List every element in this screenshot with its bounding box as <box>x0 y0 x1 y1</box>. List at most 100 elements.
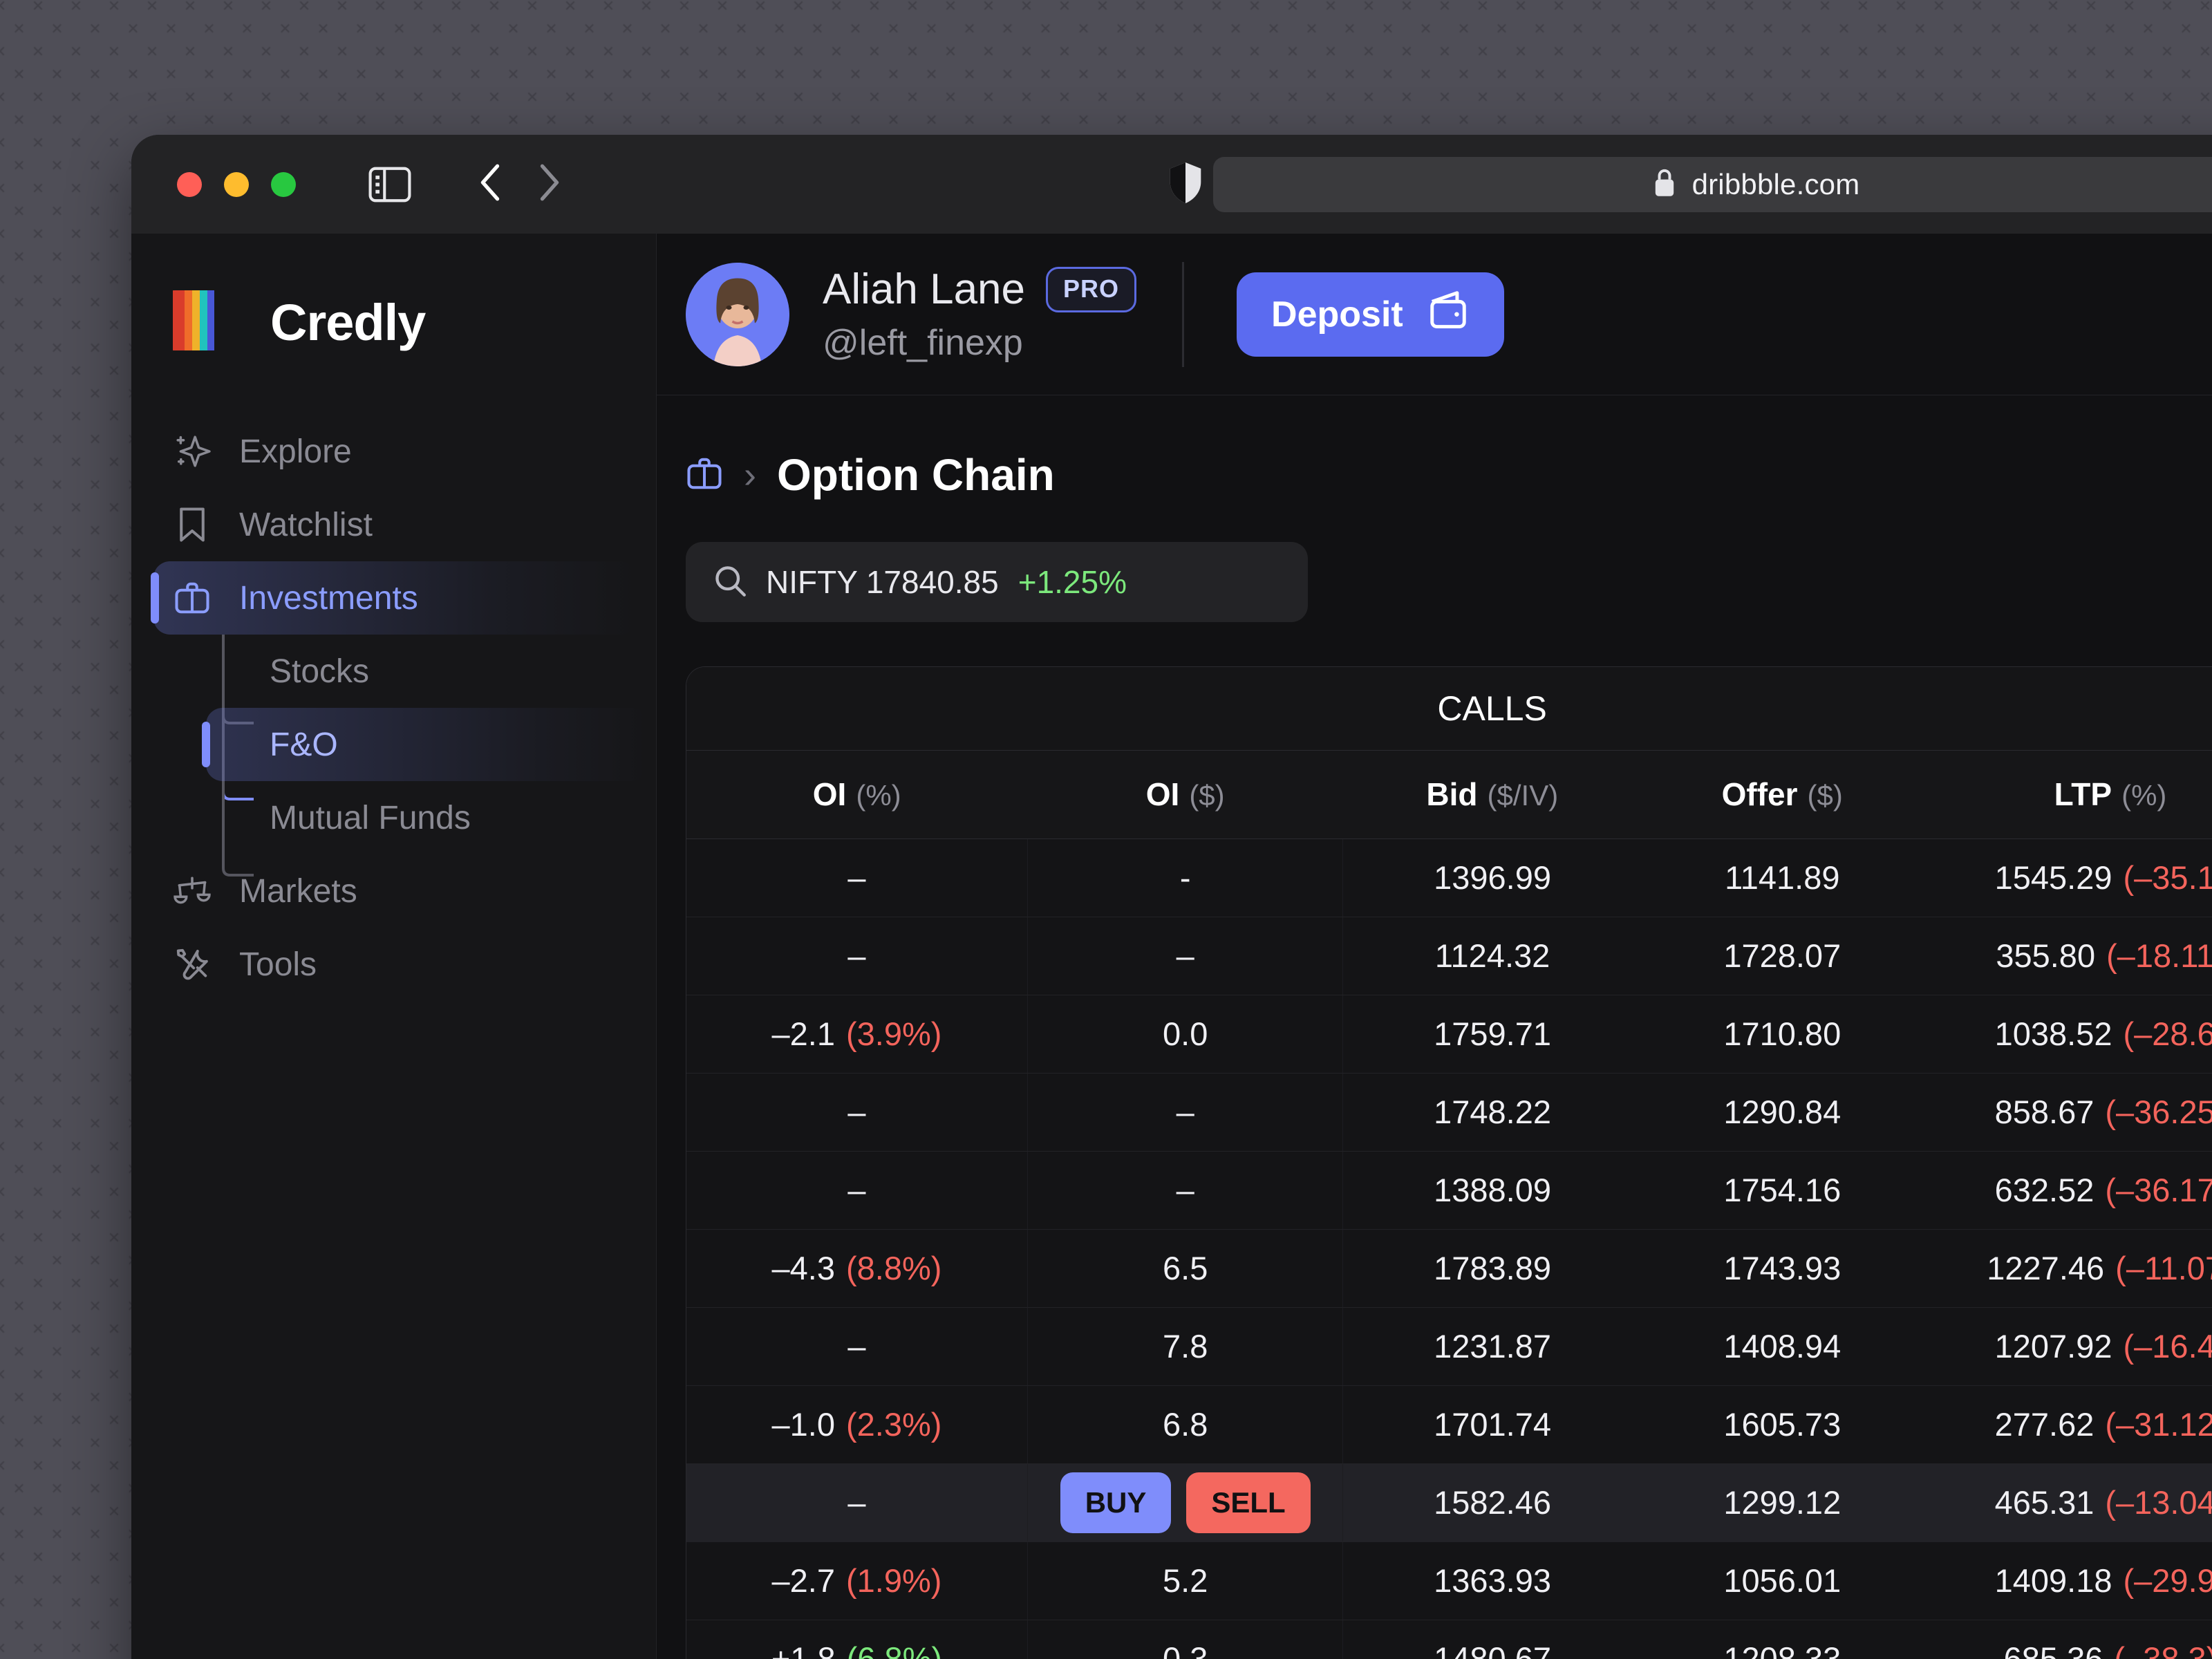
pro-badge: PRO <box>1046 266 1137 312</box>
browser-chrome: dribbble.com <box>131 135 2212 234</box>
col-label: OI <box>1145 776 1180 812</box>
ltp-value: 1227.46 <box>1987 1250 2105 1286</box>
breadcrumb-root-icon[interactable] <box>686 456 723 494</box>
table-row[interactable]: –BUYSELL1582.461299.12465.31(–13.04)1332… <box>686 1463 2212 1542</box>
app-body: Credly Explore <box>131 234 2212 1659</box>
cell-offer: 1710.80 <box>1641 995 1923 1074</box>
sidebar-item-tools[interactable]: Tools <box>131 928 656 1001</box>
breadcrumb: › Option Chain <box>657 395 2212 500</box>
sell-button[interactable]: SELL <box>1186 1472 1311 1533</box>
cell-bid: 1701.74 <box>1342 1385 1642 1464</box>
sidebar-item-label: Tools <box>239 946 317 983</box>
avatar[interactable] <box>686 262 789 366</box>
shield-icon[interactable] <box>1168 161 1203 207</box>
column-header-bid[interactable]: Bid ($/IV) <box>1342 750 1642 839</box>
scales-icon <box>173 872 212 910</box>
wallet-icon <box>1427 290 1470 339</box>
back-button[interactable] <box>475 162 505 206</box>
cell-bid: 1363.93 <box>1342 1541 1642 1620</box>
close-window-button[interactable] <box>177 171 202 197</box>
column-header-offer[interactable]: Offer ($) <box>1641 750 1923 839</box>
table-header-row: OI(%) OI($) Bid($/IV) Offer($) LTP(%) ST… <box>686 750 2212 839</box>
brand-logo[interactable]: Credly <box>131 234 656 357</box>
search-change: +1.25% <box>1018 564 1127 600</box>
sidebar-item-label: Watchlist <box>239 506 373 543</box>
active-indicator <box>202 722 210 767</box>
cell-offer: 1299.12 <box>1641 1463 1923 1542</box>
table-row[interactable]: +1.8 (6.8%) 0.3 1480.67 1208.33 685.36 (–38.3)… <box>686 1620 2212 1659</box>
col-unit: (%) <box>856 779 901 812</box>
cell-trade-actions[interactable]: BUY SELL <box>1027 1463 1344 1542</box>
cell-ltp: 277.62 (–31.12) <box>1922 1385 2212 1464</box>
cell-ltp: 1227.46 (–11.07) <box>1922 1229 2212 1308</box>
cell-offer: 1141.89 <box>1641 838 1923 917</box>
sidebar-toggle-icon[interactable] <box>368 167 411 203</box>
column-header-oi-dollar[interactable]: OI ($) <box>1027 750 1343 839</box>
maximize-window-button[interactable] <box>271 171 296 197</box>
cell-offer: 1290.84 <box>1641 1073 1923 1152</box>
sidebar-item-investments[interactable]: Investments <box>151 561 637 635</box>
sidebar-subitem-label: F&O <box>270 726 338 763</box>
credly-logo-icon <box>147 288 245 357</box>
search-icon <box>713 564 747 601</box>
ltp-value: 355.80 <box>1996 937 2096 974</box>
column-header-oi-pct[interactable]: OI (%) <box>686 750 1028 839</box>
col-label: OI <box>812 776 847 812</box>
cell-oi-dollar: 5.2 <box>1027 1541 1344 1620</box>
sidebar-subitem-label: Mutual Funds <box>270 799 471 836</box>
deposit-label: Deposit <box>1271 294 1403 335</box>
address-bar[interactable]: dribbble.com <box>1213 156 2212 212</box>
cell-bid: 1396.99 <box>1342 838 1642 917</box>
sidebar-item-markets[interactable]: Markets <box>131 854 656 928</box>
oi-pct-value: –2.1 <box>771 1015 835 1052</box>
sidebar-item-explore[interactable]: Explore <box>131 415 656 488</box>
sidebar-subitem-fno[interactable]: F&O <box>202 708 648 781</box>
column-header-ltp[interactable]: LTP (%) <box>1922 750 2212 839</box>
table-row[interactable]: –7.81231.871408.941207.92(–16.4)12119191… <box>686 1307 2212 1386</box>
cell-bid: 1231.87 <box>1342 1307 1642 1386</box>
buy-button[interactable]: BUY <box>1060 1472 1172 1533</box>
cell-ltp: 685.36 (–38.3) <box>1922 1620 2212 1659</box>
col-label: Bid <box>1426 776 1478 812</box>
cell-oi-percent: – <box>686 1463 1028 1542</box>
cell-oi-percent: +1.8 (6.8%) <box>686 1620 1028 1659</box>
table-row[interactable]: –4.3 (8.8%) 6.5 1783.89 1743.93 1227.46 (–11.0… <box>686 1229 2212 1308</box>
ltp-change: (–35.1) <box>2123 859 2212 896</box>
cell-oi-dollar: - <box>1027 838 1344 917</box>
oi-pct-change: (6.8%) <box>846 1640 943 1659</box>
forward-button[interactable] <box>534 162 565 206</box>
oi-pct-value: – <box>847 1094 866 1130</box>
ltp-value: 1409.18 <box>1994 1562 2112 1599</box>
page-title: Option Chain <box>776 450 1055 500</box>
ltp-value: 685.36 <box>2003 1640 2103 1659</box>
url-text: dribbble.com <box>1691 167 1860 200</box>
sidebar-subitem-mutual-funds[interactable]: Mutual Funds <box>131 781 656 854</box>
cell-bid: 1582.46 <box>1342 1463 1642 1542</box>
cell-oi-percent: –1.0 (2.3%) <box>686 1385 1028 1464</box>
cell-offer: 1408.94 <box>1641 1307 1923 1386</box>
search-input[interactable]: NIFTY 17840.85 +1.25% <box>686 542 1308 622</box>
oi-pct-value: –1.0 <box>771 1406 835 1443</box>
sidebar-subitem-stocks[interactable]: Stocks <box>131 635 656 708</box>
user-name: Aliah Lane <box>823 265 1026 313</box>
ltp-value: 632.52 <box>1994 1172 2094 1208</box>
sidebar-item-watchlist[interactable]: Watchlist <box>131 488 656 561</box>
tools-icon <box>173 945 212 984</box>
user-header: Aliah Lane PRO @left_finexp Deposit <box>657 234 2212 395</box>
cell-oi-dollar: 7.8 <box>1027 1307 1344 1386</box>
oi-pct-value: –4.3 <box>771 1250 835 1286</box>
deposit-button[interactable]: Deposit <box>1237 272 1504 357</box>
oi-pct-value: – <box>847 1328 866 1365</box>
col-unit: ($/IV) <box>1487 779 1559 812</box>
window-controls[interactable] <box>177 171 296 197</box>
ltp-change: (–13.04) <box>2105 1484 2212 1521</box>
cell-ltp: 1207.92 (–16.4) <box>1922 1307 2212 1386</box>
minimize-window-button[interactable] <box>224 171 249 197</box>
